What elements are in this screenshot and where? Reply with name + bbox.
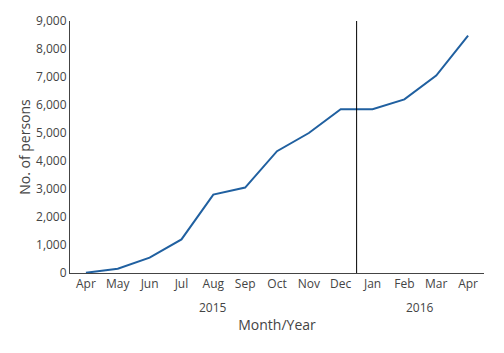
svg-text:Sep: Sep <box>235 275 256 292</box>
svg-text:Mar: Mar <box>425 275 447 292</box>
svg-text:5,000: 5,000 <box>36 124 67 141</box>
svg-text:4,000: 4,000 <box>36 152 67 169</box>
svg-text:9,000: 9,000 <box>36 12 67 29</box>
svg-text:7,000: 7,000 <box>36 68 67 85</box>
svg-text:Jan: Jan <box>363 275 381 292</box>
svg-text:Apr: Apr <box>76 275 96 292</box>
svg-text:Oct: Oct <box>267 275 286 292</box>
svg-text:2,000: 2,000 <box>36 208 67 225</box>
svg-text:Month/Year: Month/Year <box>238 315 316 334</box>
svg-text:Jul: Jul <box>174 275 189 292</box>
svg-text:Apr: Apr <box>458 275 478 292</box>
svg-text:3,000: 3,000 <box>36 180 67 197</box>
svg-text:1,000: 1,000 <box>36 236 67 253</box>
svg-text:2015: 2015 <box>199 299 227 316</box>
svg-text:Feb: Feb <box>394 275 414 292</box>
svg-text:May: May <box>106 275 130 292</box>
svg-text:Jun: Jun <box>140 275 159 292</box>
svg-text:8,000: 8,000 <box>36 40 67 57</box>
svg-text:No. of persons: No. of persons <box>15 99 34 195</box>
svg-text:2016: 2016 <box>406 299 434 316</box>
svg-text:6,000: 6,000 <box>36 96 67 113</box>
svg-text:Aug: Aug <box>203 275 225 292</box>
svg-text:0: 0 <box>60 264 67 281</box>
svg-text:Nov: Nov <box>298 275 320 292</box>
svg-text:Dec: Dec <box>330 275 351 292</box>
